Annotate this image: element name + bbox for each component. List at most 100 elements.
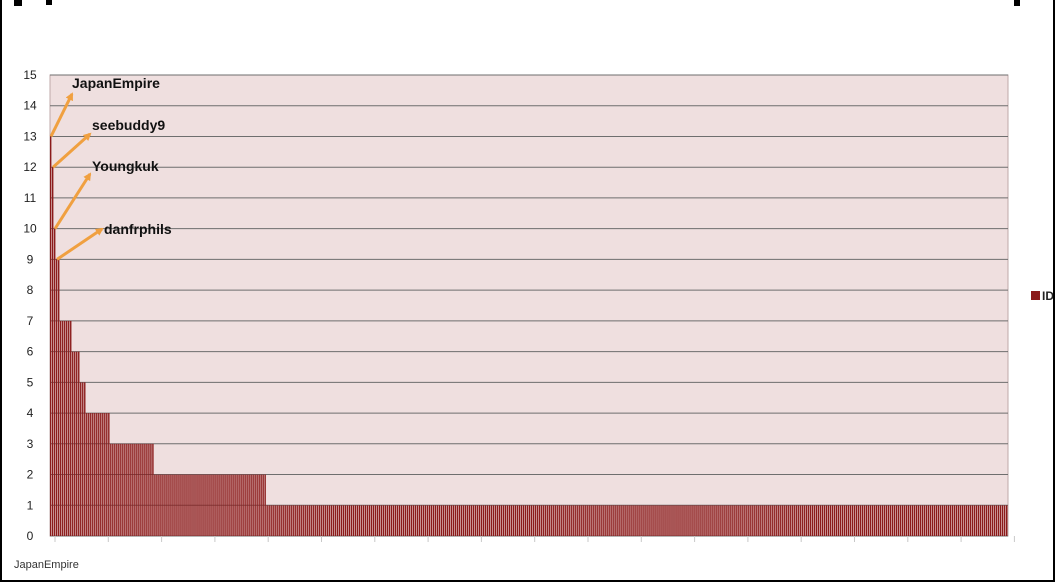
bar — [166, 474, 168, 536]
bar — [318, 505, 320, 536]
bar — [358, 505, 361, 536]
bar-series-id — [50, 136, 1008, 537]
bar — [665, 505, 667, 536]
bar — [144, 443, 146, 536]
bar — [322, 505, 324, 536]
bar — [72, 351, 74, 536]
bar — [328, 505, 330, 536]
bar — [997, 505, 1000, 536]
bar — [408, 505, 411, 536]
bar — [162, 474, 164, 536]
bar — [412, 505, 415, 536]
bar — [823, 505, 826, 536]
bar — [224, 474, 226, 536]
bar — [873, 505, 876, 536]
bar — [142, 443, 144, 536]
bar — [186, 474, 188, 536]
bar — [571, 505, 573, 536]
y-tick-label: 14 — [23, 99, 37, 113]
bar — [286, 505, 288, 536]
bar — [801, 505, 803, 536]
bar — [763, 505, 765, 536]
grid-lines — [50, 74, 1008, 537]
bar — [955, 505, 958, 536]
bar — [915, 505, 918, 536]
bar — [973, 505, 976, 536]
bar — [647, 505, 649, 536]
bar — [529, 505, 531, 536]
bar — [945, 505, 948, 536]
bar — [422, 505, 425, 536]
bar — [975, 505, 978, 536]
bar — [789, 505, 791, 536]
bar — [194, 474, 196, 536]
bar — [695, 505, 697, 536]
bar — [418, 505, 421, 536]
bar — [641, 505, 643, 536]
bar — [637, 505, 639, 536]
bar — [881, 505, 884, 536]
bar — [959, 505, 962, 536]
bar — [354, 505, 357, 536]
bar — [196, 474, 198, 536]
bar — [282, 505, 284, 536]
bar — [400, 505, 403, 536]
bar — [268, 505, 270, 536]
annotation-label: JapanEmpire — [72, 75, 160, 91]
bar — [795, 505, 797, 536]
bar — [831, 505, 834, 536]
bar — [591, 505, 593, 536]
bar — [721, 505, 723, 536]
bar — [773, 505, 775, 536]
bar — [621, 505, 623, 536]
bar — [518, 505, 521, 536]
bar — [917, 505, 920, 536]
bar — [581, 505, 583, 536]
bar — [230, 474, 232, 536]
bar — [735, 505, 737, 536]
y-tick-label: 12 — [23, 160, 37, 174]
bar — [967, 505, 970, 536]
bar — [488, 505, 491, 536]
bar — [597, 505, 599, 536]
bar — [771, 505, 773, 536]
bar — [484, 505, 487, 536]
bar — [208, 474, 210, 536]
bar — [336, 505, 338, 536]
bar — [232, 474, 234, 536]
bar — [811, 505, 813, 536]
bar — [995, 505, 998, 536]
bar — [971, 505, 974, 536]
bar — [100, 413, 102, 536]
bar — [90, 413, 92, 536]
bar — [861, 505, 864, 536]
bar — [743, 505, 745, 536]
bar — [110, 443, 112, 536]
bar — [124, 443, 126, 536]
bar — [338, 505, 340, 536]
y-tick-label: 7 — [27, 314, 34, 328]
bar — [885, 505, 888, 536]
bar — [334, 505, 336, 536]
bar — [372, 505, 375, 536]
bar — [577, 505, 579, 536]
bar — [587, 505, 589, 536]
bar — [651, 505, 653, 536]
bar — [785, 505, 787, 536]
bar — [280, 505, 282, 536]
bar — [406, 505, 409, 536]
bar — [178, 474, 180, 536]
bar — [715, 505, 717, 536]
bar — [156, 474, 158, 536]
bar — [549, 505, 551, 536]
plot-area — [49, 74, 1009, 537]
bar — [947, 505, 950, 536]
bar — [769, 505, 771, 536]
bar — [977, 505, 980, 536]
bar — [673, 505, 675, 536]
y-tick-label: 2 — [27, 468, 34, 482]
bar — [190, 474, 192, 536]
bar — [775, 505, 777, 536]
bar — [879, 505, 882, 536]
bar — [464, 505, 467, 536]
